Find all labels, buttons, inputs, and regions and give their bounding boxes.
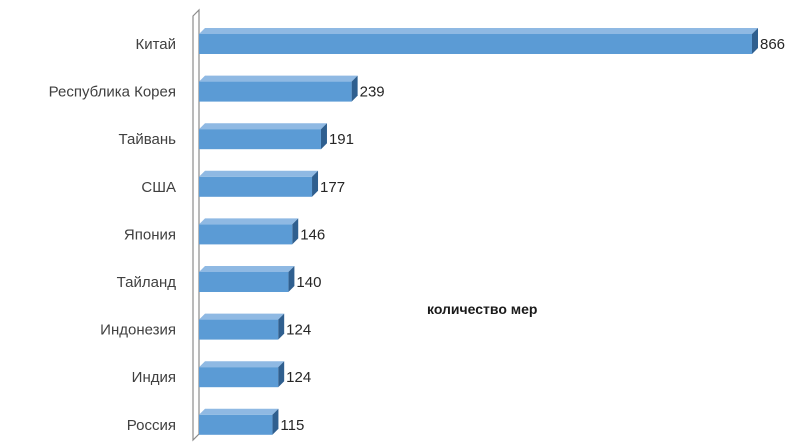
category-label: Индонезия bbox=[100, 322, 176, 339]
category-label: Республика Корея bbox=[49, 84, 176, 101]
bar-7 bbox=[199, 313, 285, 340]
bar-top-face bbox=[199, 123, 327, 130]
bar-front-face bbox=[199, 34, 752, 54]
bar-side-face bbox=[272, 408, 279, 435]
value-label: 866 bbox=[760, 36, 785, 53]
bar-top-face bbox=[199, 361, 285, 368]
bar-6 bbox=[199, 266, 295, 292]
value-labels: 866 239 191 177 146 140 124 124 115 bbox=[280, 36, 785, 434]
bar-side-face bbox=[312, 170, 319, 197]
bar-side-face bbox=[292, 218, 299, 245]
category-label: Тайланд bbox=[117, 274, 177, 291]
value-label: 191 bbox=[329, 131, 354, 148]
bar-side-face bbox=[288, 266, 295, 292]
category-label: США bbox=[141, 179, 176, 196]
bar-top-face bbox=[199, 28, 758, 34]
bar-front-face bbox=[199, 81, 352, 102]
value-label: 124 bbox=[286, 369, 311, 386]
category-label: Россия bbox=[127, 417, 176, 434]
category-label: Япония bbox=[124, 226, 176, 243]
bar-top-face bbox=[199, 75, 358, 82]
bar-8 bbox=[199, 361, 285, 388]
bar-side-face bbox=[320, 123, 327, 150]
bar-top-face bbox=[199, 313, 285, 320]
bars-group bbox=[199, 28, 758, 435]
bar-side-face bbox=[278, 313, 285, 340]
bar-front-face bbox=[199, 176, 313, 197]
value-label: 115 bbox=[280, 417, 304, 434]
bar-front-face bbox=[199, 224, 293, 245]
legend-series-label: количество мер bbox=[427, 301, 537, 317]
bar-4 bbox=[199, 170, 319, 197]
bar-side-face bbox=[752, 28, 758, 54]
bar-top-face bbox=[199, 218, 299, 225]
category-axis-wall bbox=[192, 8, 200, 442]
bar-side-face bbox=[278, 361, 285, 388]
value-label: 124 bbox=[286, 322, 311, 339]
bar-9 bbox=[199, 408, 279, 435]
bar-5 bbox=[199, 218, 299, 245]
category-labels: Китай Республика Корея Тайвань США Япония Тай… bbox=[49, 36, 177, 434]
bar-top-face bbox=[199, 408, 279, 415]
bar-2 bbox=[199, 75, 358, 102]
bar-front-face bbox=[199, 414, 273, 435]
bar-front-face bbox=[199, 367, 279, 388]
bar-3 bbox=[199, 123, 327, 150]
category-label: Индия bbox=[132, 369, 176, 386]
bar-top-face bbox=[199, 266, 295, 272]
value-label: 146 bbox=[300, 226, 325, 243]
bar-front-face bbox=[199, 129, 321, 150]
value-label: 239 bbox=[360, 84, 385, 101]
bar-1 bbox=[199, 28, 758, 54]
value-label: 177 bbox=[320, 179, 345, 196]
category-label: Тайвань bbox=[119, 131, 177, 148]
bar-front-face bbox=[199, 272, 289, 292]
axis-wall-shape bbox=[192, 8, 200, 442]
bar-front-face bbox=[199, 319, 279, 340]
value-label: 140 bbox=[296, 274, 321, 291]
category-label: Китай bbox=[135, 36, 176, 53]
bar-side-face bbox=[351, 75, 358, 102]
bar-top-face bbox=[199, 170, 319, 177]
